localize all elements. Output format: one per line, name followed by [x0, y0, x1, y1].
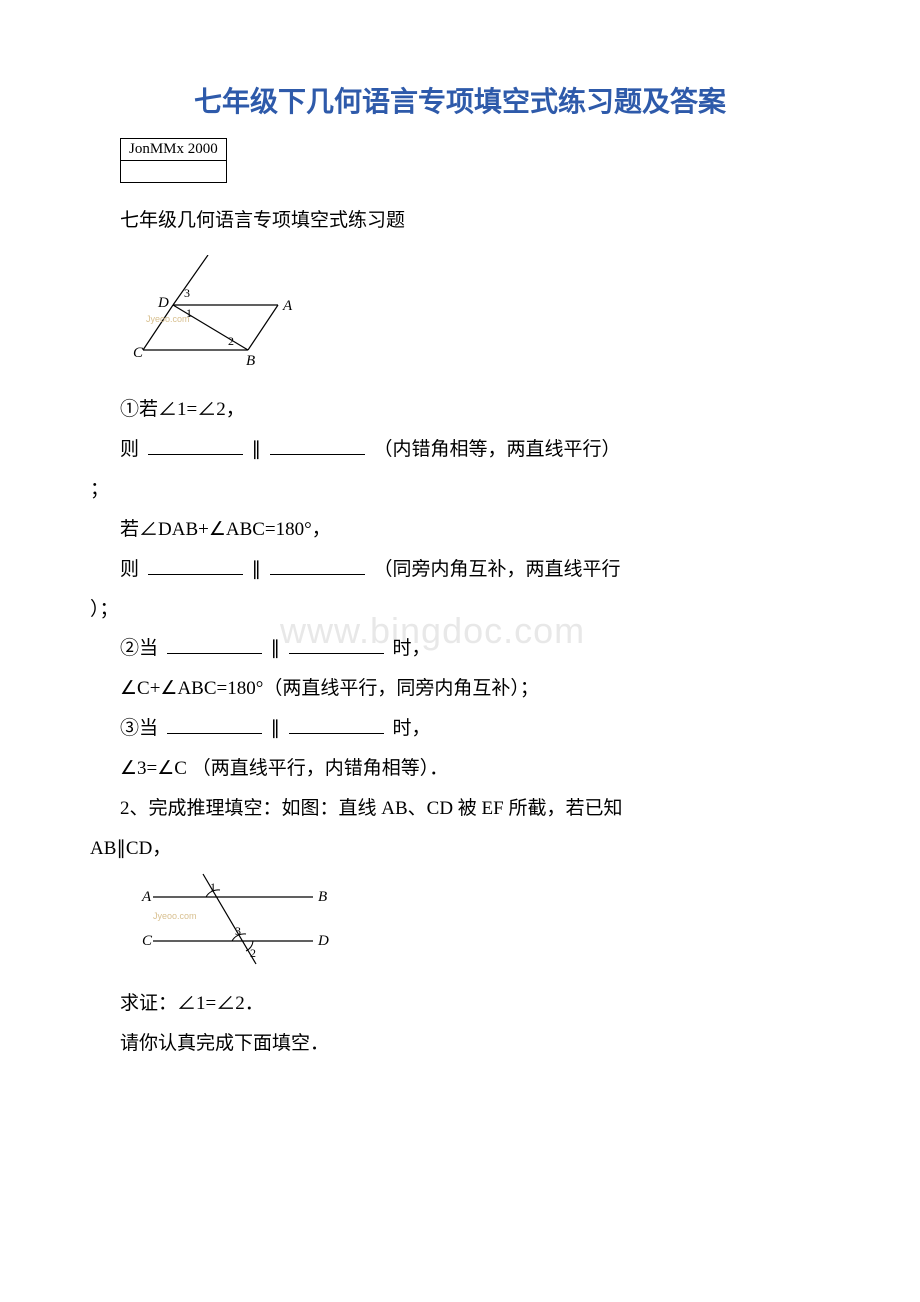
label-b: B — [246, 353, 255, 369]
q1-line3: 若∠DAB+∠ABC=180°， — [120, 510, 830, 550]
blank — [167, 635, 262, 654]
angle-2: 2 — [228, 334, 234, 348]
q1-line7: ③当 ∥ 时， — [120, 709, 830, 749]
q1-l5c: 时， — [393, 638, 431, 659]
q1-l4a: 则 — [120, 559, 139, 580]
label-b2: B — [318, 889, 327, 905]
q2-line3: 请你认真完成下面填空． — [120, 1024, 830, 1064]
q1-line6: ∠C+∠ABC=180°（两直线平行，同旁内角互补）； — [120, 669, 830, 709]
q1-l2b: ∥ — [252, 439, 262, 460]
blank — [289, 635, 384, 654]
q1-l4d: ）； — [90, 590, 830, 630]
q2-line1: 2、完成推理填空：如图：直线 AB、CD 被 EF 所截，若已知 — [120, 789, 830, 829]
page-title: 七年级下几何语言专项填空式练习题及答案 — [90, 80, 830, 120]
q1-line1: ①若∠1=∠2， — [120, 390, 830, 430]
blank — [270, 556, 365, 575]
label-a: A — [282, 298, 293, 314]
label-d2: D — [317, 933, 329, 949]
q2-line2: 求证：∠1=∠2． — [120, 984, 830, 1024]
q1-l4b: ∥ — [252, 559, 262, 580]
diagram-1: D A C B 3 1 2 Jyeoo.com — [128, 255, 830, 380]
q1-l7a: ③当 — [120, 718, 158, 739]
diagram-2: A B C D 1 3 2 Jyeoo.com — [128, 869, 830, 974]
angle2-3: 3 — [235, 924, 241, 938]
q1-line5: ②当 ∥ 时， — [120, 629, 830, 669]
subtitle: 七年级几何语言专项填空式练习题 — [120, 203, 830, 239]
q2-line1b: AB∥CD， — [90, 829, 830, 869]
blank — [289, 715, 384, 734]
angle2-1: 1 — [210, 880, 216, 894]
diagram1-watermark: Jyeoo.com — [146, 314, 190, 324]
q1-l7c: 时， — [393, 718, 431, 739]
blank — [167, 715, 262, 734]
q1-l4c: （同旁内角互补，两直线平行 — [374, 559, 621, 580]
q1-l2c: （内错角相等，两直线平行） — [374, 439, 621, 460]
blank — [148, 436, 243, 455]
q1-line4: 则 ∥ （同旁内角互补，两直线平行 — [120, 550, 830, 590]
blank — [148, 556, 243, 575]
q1-l2d: ； — [90, 470, 830, 510]
label-c2: C — [142, 933, 153, 949]
angle2-2: 2 — [250, 946, 256, 960]
meta-box: JonMMx 2000 — [120, 138, 227, 183]
meta-line-2 — [121, 161, 226, 182]
document-content: 七年级下几何语言专项填空式练习题及答案 JonMMx 2000 七年级几何语言专… — [90, 80, 830, 1064]
q1-l5b: ∥ — [271, 638, 281, 659]
angle-3: 3 — [184, 286, 190, 300]
q1-line2: 则 ∥ （内错角相等，两直线平行） — [120, 430, 830, 470]
diagram2-watermark: Jyeoo.com — [153, 911, 197, 921]
label-c: C — [133, 345, 144, 361]
q1-line8: ∠3=∠C （两直线平行，内错角相等）． — [120, 749, 830, 789]
q1-l5a: ②当 — [120, 638, 158, 659]
meta-line-1: JonMMx 2000 — [121, 139, 226, 161]
q1-l2a: 则 — [120, 439, 139, 460]
label-a2: A — [141, 889, 152, 905]
blank — [270, 436, 365, 455]
label-d: D — [157, 295, 169, 311]
q1-l7b: ∥ — [271, 718, 281, 739]
